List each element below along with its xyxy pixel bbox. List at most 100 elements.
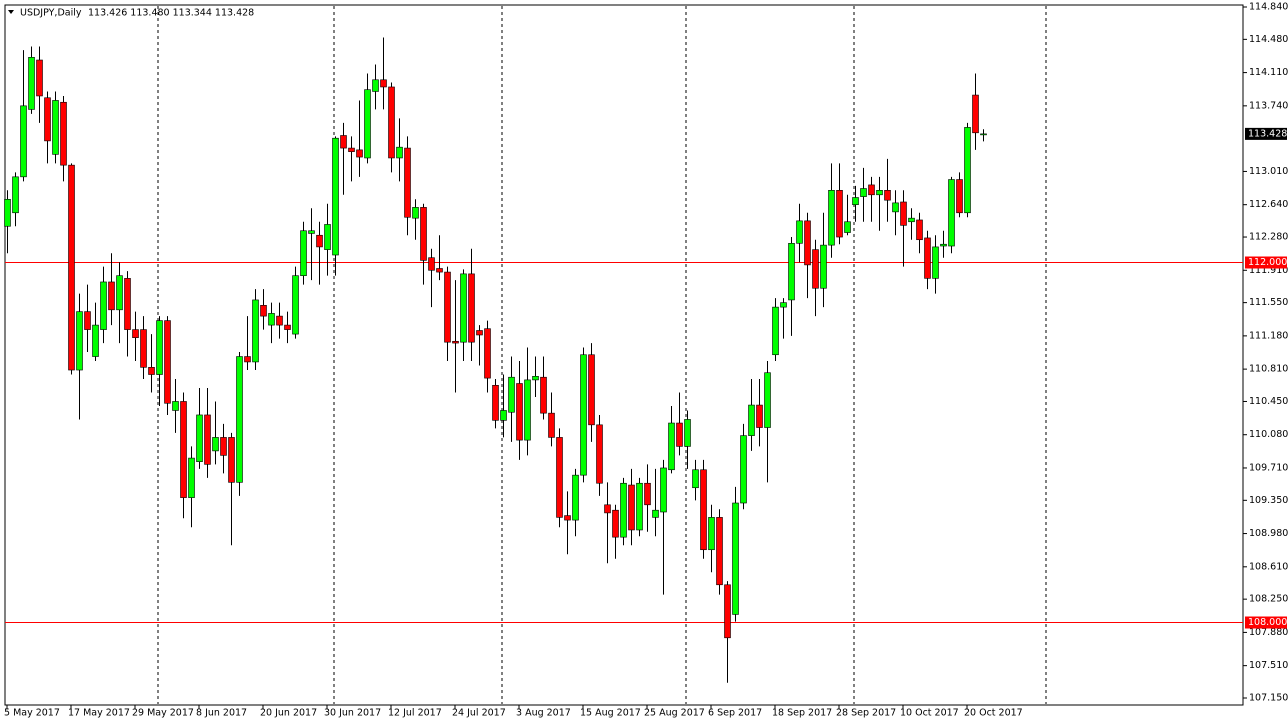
candle-body: [772, 306, 779, 356]
candle-body: [948, 179, 955, 247]
candle-body: [116, 275, 123, 311]
candle-body: [340, 135, 347, 149]
candle-body: [28, 57, 35, 110]
candle-body: [444, 271, 451, 343]
y-tick-label: 107.880: [1249, 627, 1288, 638]
candle-body: [596, 424, 603, 484]
candle-body: [348, 147, 355, 152]
candle-body: [884, 190, 891, 201]
candle-body: [436, 268, 443, 273]
y-tick-label: 111.180: [1249, 330, 1288, 341]
y-tick-label: 108.610: [1249, 561, 1288, 572]
ohlc-readout: 113.426 113.480 113.344 113.428: [88, 8, 254, 19]
candle-body: [908, 217, 915, 223]
y-tick-label: 108.980: [1249, 528, 1288, 539]
y-tick-label: 110.080: [1249, 429, 1288, 440]
price-label-box: [1245, 127, 1287, 140]
candle-body: [212, 437, 219, 452]
x-tick-label: 30 Jun 2017: [324, 708, 381, 719]
chart-title: USDJPY,Daily: [20, 8, 82, 19]
level-label-box: [1245, 616, 1287, 629]
plot-frame: [4, 4, 1244, 706]
candle-body: [852, 197, 859, 205]
y-tick-label: 111.910: [1249, 265, 1288, 276]
candle-body: [292, 275, 299, 335]
candle-body: [364, 89, 371, 159]
y-tick-label: 109.710: [1249, 462, 1288, 473]
x-tick-label: 15 Aug 2017: [580, 708, 641, 719]
x-tick-label: 20 Jun 2017: [260, 708, 317, 719]
y-tick-label: 113.010: [1249, 166, 1288, 177]
candle-body: [52, 100, 59, 155]
candle-body: [460, 273, 467, 343]
x-tick-label: 17 May 2017: [68, 708, 130, 719]
candle-body: [284, 324, 291, 330]
candle-body: [164, 320, 171, 404]
candle-body: [100, 281, 107, 330]
x-tick-label: 24 Jul 2017: [452, 708, 506, 719]
level-label-box: [1245, 256, 1287, 269]
candle-body: [124, 278, 131, 330]
candle-body: [44, 97, 51, 142]
candle-body: [580, 354, 587, 476]
candle-body: [748, 404, 755, 436]
candle-body: [308, 230, 315, 234]
candle-body: [60, 101, 67, 166]
candle-body: [724, 584, 731, 639]
candle-body: [380, 79, 387, 88]
y-tick-label: 107.510: [1249, 660, 1288, 671]
y-tick-label: 113.740: [1249, 100, 1288, 111]
candle-body: [396, 146, 403, 159]
candle-body: [4, 198, 11, 227]
candle-body: [684, 419, 691, 447]
candle-body: [76, 311, 83, 371]
y-tick-label: 110.450: [1249, 396, 1288, 407]
candle-body: [956, 179, 963, 214]
candle-body: [924, 237, 931, 279]
x-tick-label: 6 Sep 2017: [708, 708, 762, 719]
candle-body: [764, 372, 771, 428]
candle-body: [108, 281, 115, 311]
x-tick-label: 12 Jul 2017: [388, 708, 442, 719]
candle-body: [900, 201, 907, 226]
candle-body: [652, 509, 659, 518]
x-tick-label: 29 May 2017: [132, 708, 194, 719]
candle-body: [84, 311, 91, 330]
candle-body: [660, 467, 667, 513]
candle-body: [876, 190, 883, 196]
candle-body: [836, 190, 843, 238]
candle-body: [620, 482, 627, 538]
candle-body: [356, 149, 363, 158]
candle-body: [676, 422, 683, 447]
x-tick-label: 20 Oct 2017: [964, 708, 1023, 719]
candle-body: [628, 484, 635, 531]
candle-body: [644, 482, 651, 506]
candle-body: [508, 376, 515, 413]
candle-body: [92, 324, 99, 357]
candle-body: [716, 517, 723, 586]
y-tick-label: 114.840: [1249, 2, 1288, 13]
candle-body: [780, 302, 787, 308]
candle-body: [500, 410, 507, 421]
candle-body: [868, 184, 875, 196]
candle-body: [228, 437, 235, 483]
x-tick-label: 3 Aug 2017: [516, 708, 571, 719]
candle-body: [796, 220, 803, 244]
candle-body: [388, 86, 395, 159]
candle-body: [860, 188, 867, 197]
candle-body: [892, 202, 899, 213]
candle-body: [548, 412, 555, 438]
candle-body: [828, 190, 835, 246]
candle-body: [572, 474, 579, 521]
x-tick-label: 5 May 2017: [4, 708, 60, 719]
candle-body: [404, 147, 411, 218]
candle-body: [804, 220, 811, 266]
candle-body: [276, 315, 283, 326]
y-tick-label: 110.810: [1249, 364, 1288, 375]
price-label: 113.428: [1248, 128, 1287, 139]
candle-body: [188, 457, 195, 498]
candle-body: [156, 320, 163, 375]
candle-body: [756, 404, 763, 428]
candle-body: [300, 230, 307, 276]
candle-body: [820, 244, 827, 289]
